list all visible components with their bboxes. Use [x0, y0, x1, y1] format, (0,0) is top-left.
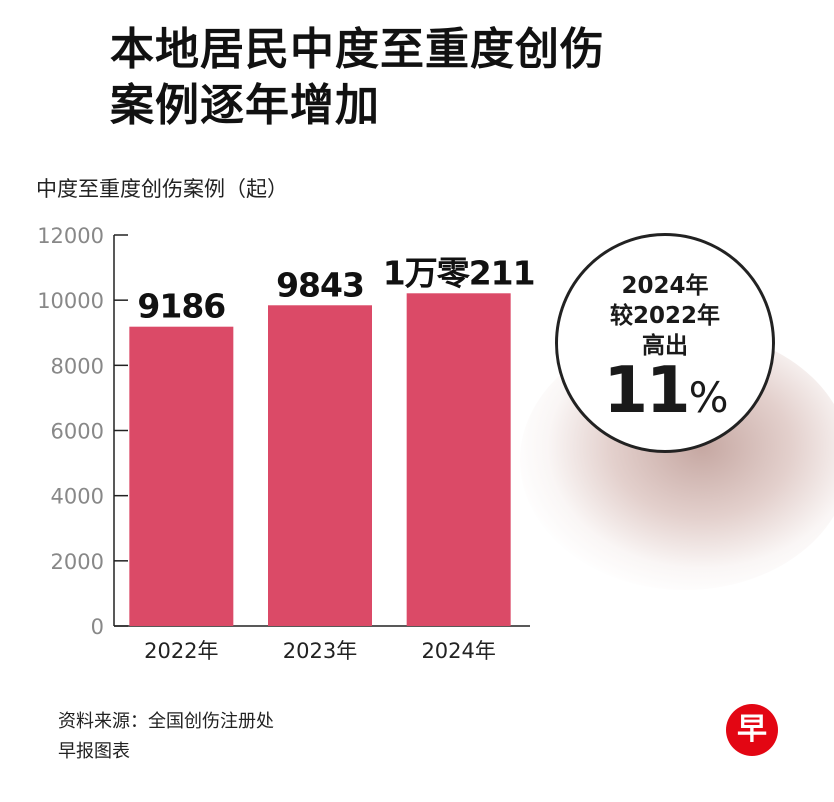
x-tick-label: 2024年 [421, 639, 495, 663]
growth-callout: 2024年 较2022年 高出 11% [555, 233, 775, 453]
bar-data-label: 1万零211 [383, 253, 535, 292]
bar [406, 293, 511, 626]
y-tick-label: 6000 [51, 420, 104, 444]
y-tick-label: 2000 [51, 550, 104, 574]
x-tick-label: 2023年 [283, 639, 357, 663]
y-tick-label: 0 [91, 615, 104, 639]
bar [268, 305, 372, 626]
credit-text: 早报图表 [58, 741, 130, 762]
callout-line-2: 较2022年 [609, 303, 720, 329]
y-tick-label: 4000 [51, 485, 104, 509]
title-line-1: 本地居民中度至重度创伤 [110, 24, 605, 75]
title-line-2: 案例逐年增加 [110, 80, 380, 131]
callout-line-1: 2024年 [621, 273, 709, 299]
zaobao-logo: 早 [726, 704, 778, 756]
callout-line-3: 高出 [642, 333, 688, 359]
chart-title: 本地居民中度至重度创伤 案例逐年增加 [110, 22, 605, 134]
y-axis-label: 中度至重度创伤案例（起） [36, 177, 288, 201]
percent-sign: % [688, 373, 729, 422]
bar [129, 326, 234, 626]
bar-data-label: 9186 [137, 287, 225, 326]
y-tick-label: 8000 [51, 354, 104, 378]
y-tick-label: 12000 [37, 224, 104, 248]
y-tick-label: 10000 [37, 289, 104, 313]
source-note: 资料来源：全国创伤注册处 早报图表 [58, 707, 274, 767]
callout-percent: 11% [558, 354, 772, 428]
percent-value: 11 [603, 354, 691, 428]
x-tick-label: 2022年 [144, 639, 218, 663]
source-text: 资料来源：全国创伤注册处 [58, 711, 274, 732]
bar-data-label: 9843 [276, 265, 364, 304]
